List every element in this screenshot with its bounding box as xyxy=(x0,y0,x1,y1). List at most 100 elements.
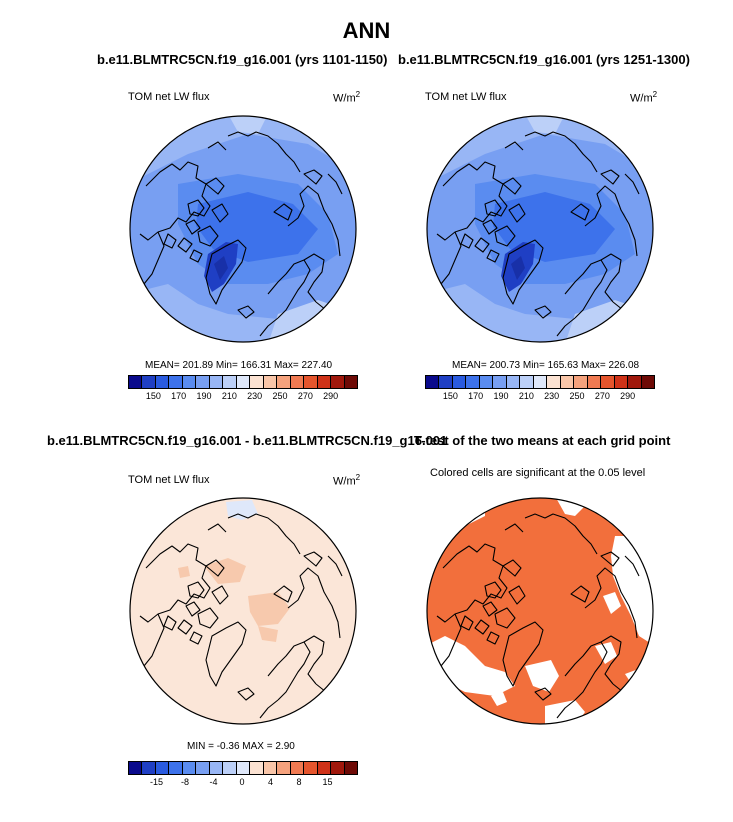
colorbar-tick-label: 150 xyxy=(442,391,458,401)
colorbar-swatch xyxy=(344,762,357,774)
field-deepest-region xyxy=(511,256,525,280)
colorbar-tick-label: 15 xyxy=(322,777,333,787)
coastline xyxy=(211,203,229,223)
coastline xyxy=(600,635,622,685)
coastline xyxy=(303,551,323,567)
coastline xyxy=(143,231,165,285)
colorbar-tick-label: -8 xyxy=(180,777,190,787)
colorbar-tick-label: 190 xyxy=(196,391,212,401)
coastline xyxy=(502,559,522,577)
field-deepest-region xyxy=(214,256,228,280)
coastline xyxy=(189,631,203,645)
colorbar-swatch xyxy=(520,376,534,388)
coastline xyxy=(197,607,219,629)
panel2-polar-map xyxy=(426,115,654,343)
field-warm-region xyxy=(130,326,188,342)
coastline xyxy=(177,237,193,253)
coastline xyxy=(259,699,279,719)
colorbar-tick-label: 270 xyxy=(594,391,610,401)
colorbar-swatch xyxy=(263,762,278,774)
significant-cells xyxy=(427,498,653,724)
map-border xyxy=(426,497,654,725)
panel4-subtitle: Colored cells are significant at the 0.0… xyxy=(430,467,646,479)
colorbar-swatch xyxy=(290,762,305,774)
colorbar-swatch xyxy=(587,376,602,388)
coastline xyxy=(227,513,301,555)
panel4-significance-map xyxy=(426,497,654,725)
coastline xyxy=(267,259,311,319)
coastline xyxy=(287,185,341,257)
colorbar-swatch xyxy=(479,376,494,388)
panel3-variable-label: TOM net LW flux xyxy=(128,474,210,486)
coastline xyxy=(482,219,498,235)
coastline xyxy=(600,253,622,303)
coastline xyxy=(237,687,255,701)
coastline xyxy=(564,641,608,701)
colorbar-tick-label: 230 xyxy=(544,391,560,401)
coastline-group xyxy=(139,513,343,719)
field-warm-region xyxy=(427,326,485,342)
field-warm-region xyxy=(605,324,653,342)
map-field xyxy=(427,498,653,724)
colorbar-swatch xyxy=(223,762,237,774)
coastline xyxy=(205,559,225,577)
colorbar-swatch xyxy=(506,376,521,388)
coastline xyxy=(163,615,177,631)
colorbar-tick-label: 230 xyxy=(247,391,263,401)
colorbar-tick-label: 290 xyxy=(323,391,339,401)
colorbar-tick-label: 250 xyxy=(272,391,288,401)
field-pale-region xyxy=(525,116,565,134)
coastline xyxy=(556,699,576,719)
colorbar-swatch xyxy=(641,376,654,388)
colorbar-swatch xyxy=(169,762,183,774)
colorbar-swatch xyxy=(601,376,615,388)
colorbar-swatch xyxy=(209,376,224,388)
colorbar-swatch xyxy=(628,376,642,388)
coastline xyxy=(504,141,524,151)
coastline xyxy=(237,305,255,319)
colorbar-swatch xyxy=(129,762,143,774)
coastline xyxy=(508,585,526,605)
coastline xyxy=(327,173,343,195)
colorbar-tick-label: 270 xyxy=(297,391,313,401)
coastline xyxy=(482,601,498,617)
panel3-stats: MIN = -0.36 MAX = 2.90 xyxy=(187,741,295,752)
coastline xyxy=(189,249,203,263)
coastline xyxy=(273,203,293,221)
coastline-group xyxy=(139,131,343,337)
colorbar-swatch xyxy=(426,376,440,388)
colorbar-swatch xyxy=(196,376,210,388)
colorbar-swatch xyxy=(129,376,143,388)
coastline xyxy=(303,635,325,685)
nonsignificant-cells xyxy=(525,660,559,692)
panel3-unit-label: W/m2 xyxy=(333,473,361,488)
coastline xyxy=(486,631,500,645)
map-field xyxy=(427,116,653,342)
colorbar-tick-label: 190 xyxy=(493,391,509,401)
colorbar-swatch xyxy=(344,376,357,388)
coastline xyxy=(187,199,205,217)
colorbar-swatch xyxy=(277,376,291,388)
coastline-group xyxy=(436,131,640,337)
colorbar-swatch xyxy=(331,376,345,388)
field-positive-region xyxy=(258,626,278,642)
colorbar-swatch xyxy=(250,762,264,774)
colorbar-swatch xyxy=(155,762,170,774)
coastline xyxy=(205,177,225,195)
panel1-stats: MEAN= 201.89 Min= 166.31 Max= 227.40 xyxy=(145,360,333,371)
colorbar-swatch xyxy=(331,762,345,774)
colorbar-swatch xyxy=(439,376,453,388)
coastline xyxy=(564,259,608,319)
map-border xyxy=(129,497,357,725)
coastline xyxy=(227,131,301,173)
coastline xyxy=(556,317,576,337)
coastline xyxy=(436,543,508,623)
colorbar-swatch xyxy=(182,762,197,774)
coastline xyxy=(205,621,247,687)
colorbar-swatch xyxy=(317,762,332,774)
coastline xyxy=(460,233,474,249)
panel2-stats: MEAN= 200.73 Min= 165.63 Max= 226.08 xyxy=(452,360,640,371)
coastline xyxy=(273,585,293,603)
colorbar-swatch xyxy=(142,376,156,388)
coastline xyxy=(534,687,552,701)
